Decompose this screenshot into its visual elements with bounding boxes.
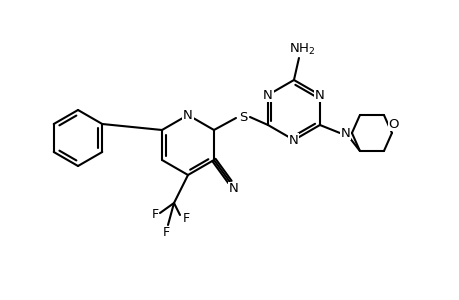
Text: F: F [182, 212, 189, 226]
Text: S: S [238, 110, 246, 124]
Text: N: N [314, 88, 324, 101]
Text: F: F [162, 226, 169, 239]
Text: N: N [288, 134, 298, 146]
Text: F: F [151, 208, 158, 221]
Text: N: N [263, 88, 272, 101]
Text: N: N [340, 127, 350, 140]
Text: NH$_2$: NH$_2$ [288, 41, 314, 57]
Text: O: O [388, 118, 398, 130]
Text: N: N [229, 182, 238, 196]
Text: N: N [183, 109, 192, 122]
